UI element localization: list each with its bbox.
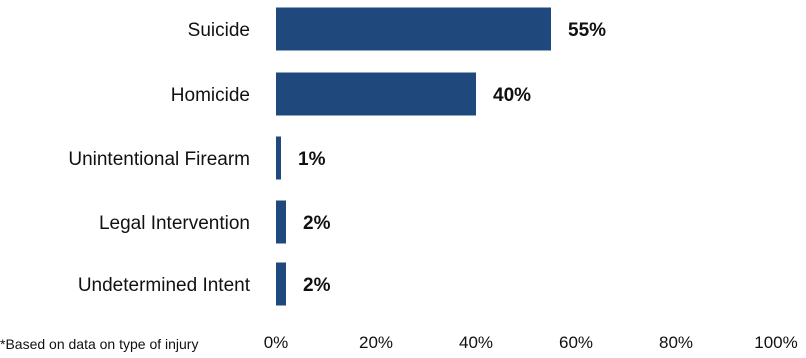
x-tick-label: 0% [264, 333, 289, 352]
category-label: Homicide [171, 85, 250, 106]
x-tick-label: 100% [754, 333, 797, 352]
bar [276, 7, 551, 51]
category-labels: Suicide Homicide Unintentional Firearm Lega… [68, 20, 250, 296]
x-tick-label: 60% [559, 333, 593, 352]
bars [276, 7, 551, 306]
data-label: 1% [298, 149, 326, 170]
category-label: Unintentional Firearm [68, 149, 250, 170]
x-tick-label: 40% [459, 333, 493, 352]
x-axis-tick-labels: 0% 20% 40% 60% 80% 100% [264, 333, 798, 352]
data-label: 2% [303, 213, 331, 234]
data-labels: 55% 40% 1% 2% 2% [298, 20, 606, 296]
category-label: Undetermined Intent [78, 275, 251, 296]
data-label: 2% [303, 275, 331, 296]
bar [276, 136, 281, 180]
x-tick-label: 80% [659, 333, 693, 352]
bar [276, 200, 286, 244]
bar [276, 72, 476, 116]
data-label: 40% [493, 85, 531, 106]
data-label: 55% [568, 20, 606, 41]
footnote: *Based on data on type of injury [0, 336, 199, 352]
bar [276, 262, 286, 306]
x-tick-label: 20% [359, 333, 393, 352]
category-label: Suicide [188, 20, 250, 41]
category-label: Legal Intervention [99, 213, 250, 234]
